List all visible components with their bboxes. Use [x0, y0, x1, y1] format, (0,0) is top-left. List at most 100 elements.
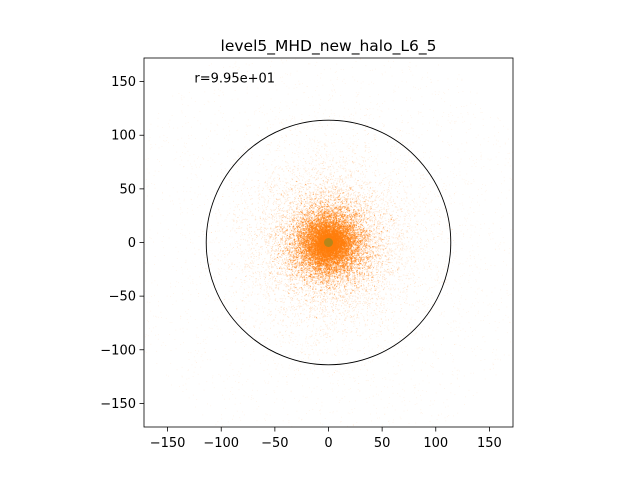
particle-point — [340, 259, 342, 261]
particle-point — [347, 259, 349, 261]
particle-point — [312, 272, 314, 274]
particle-point — [345, 264, 347, 266]
particle-point — [317, 217, 320, 219]
particle-point — [354, 236, 356, 238]
particle-point — [292, 260, 295, 262]
particle-point — [320, 214, 322, 216]
particle-point — [326, 215, 328, 217]
particle-point — [362, 237, 364, 239]
particle-point — [344, 229, 346, 231]
particle-point — [328, 195, 330, 197]
particle-point — [296, 234, 298, 236]
particle-point — [360, 252, 362, 254]
particle-point — [320, 254, 322, 256]
particle-point — [317, 260, 319, 262]
particle-point — [317, 217, 319, 219]
particle-point — [342, 264, 344, 266]
particle-point — [327, 220, 329, 222]
particle-point — [343, 238, 345, 240]
particle-point — [376, 271, 378, 273]
particle-point — [333, 293, 336, 295]
particle-point — [300, 230, 302, 232]
particle-point — [293, 283, 295, 285]
particle-point — [299, 234, 301, 236]
particle-point — [304, 246, 306, 248]
particle-point — [310, 280, 312, 282]
particle-point — [294, 266, 296, 268]
particle-point — [335, 223, 337, 225]
particle-point — [326, 263, 328, 266]
particle-point — [323, 264, 325, 266]
particle-point — [305, 249, 307, 251]
particle-point — [343, 257, 345, 259]
particle-point — [342, 192, 344, 194]
particle-point — [286, 230, 288, 232]
particle-point — [326, 220, 328, 222]
particle-point — [354, 237, 357, 239]
particle-point — [306, 223, 308, 225]
particle-point — [340, 253, 342, 255]
particle-point — [343, 223, 345, 225]
particle-point — [298, 225, 300, 227]
particle-point — [300, 287, 302, 289]
particle-point — [339, 295, 341, 297]
particle-point — [304, 238, 306, 241]
particle-point — [381, 263, 383, 265]
particle-point — [308, 252, 311, 254]
particle-point — [359, 273, 361, 275]
particle-point — [303, 250, 305, 253]
particle-point — [328, 262, 330, 264]
particle-point — [311, 224, 313, 226]
particle-point — [281, 238, 283, 240]
particle-point — [302, 243, 304, 245]
particle-point — [330, 231, 332, 233]
particle-point — [349, 265, 351, 267]
particle-point — [338, 242, 341, 244]
particle-point — [339, 271, 341, 273]
particle-point — [323, 226, 325, 228]
particle-point — [318, 275, 320, 277]
particle-point — [307, 220, 309, 222]
particle-point — [318, 260, 320, 262]
particle-point — [301, 247, 303, 249]
particle-point — [338, 212, 340, 214]
particle-point — [362, 209, 365, 211]
particle-point — [308, 227, 311, 229]
particle-point — [352, 224, 354, 226]
particle-point — [314, 236, 316, 238]
particle-point — [318, 198, 320, 200]
particle-point — [332, 223, 334, 225]
particle-point — [372, 276, 374, 278]
particle-point — [300, 256, 302, 258]
particle-point — [320, 233, 323, 235]
particle-point — [328, 279, 330, 281]
particle-point — [344, 223, 346, 225]
particle-point — [366, 234, 368, 236]
particle-point — [344, 220, 346, 222]
particle-point — [306, 268, 308, 270]
particle-point — [346, 226, 348, 228]
particle-point — [323, 212, 325, 214]
particle-point — [353, 243, 355, 245]
particle-point — [320, 272, 322, 274]
particle-point — [314, 198, 316, 200]
particle-point — [358, 248, 360, 250]
particle-point — [309, 238, 311, 240]
particle-point — [348, 220, 350, 222]
particle-point — [328, 278, 331, 280]
particle-point — [315, 205, 317, 207]
particle-point — [294, 266, 296, 268]
particle-point — [385, 255, 387, 257]
particle-point — [316, 249, 318, 251]
particle-point — [333, 263, 335, 265]
particle-point — [360, 208, 362, 210]
particle-point — [339, 262, 341, 264]
particle-point — [333, 257, 335, 259]
particle-point — [370, 230, 372, 232]
particle-point — [332, 209, 334, 211]
particle-point — [332, 226, 334, 228]
particle-point — [320, 229, 322, 231]
particle-point — [319, 260, 321, 262]
particle-point — [346, 268, 348, 270]
